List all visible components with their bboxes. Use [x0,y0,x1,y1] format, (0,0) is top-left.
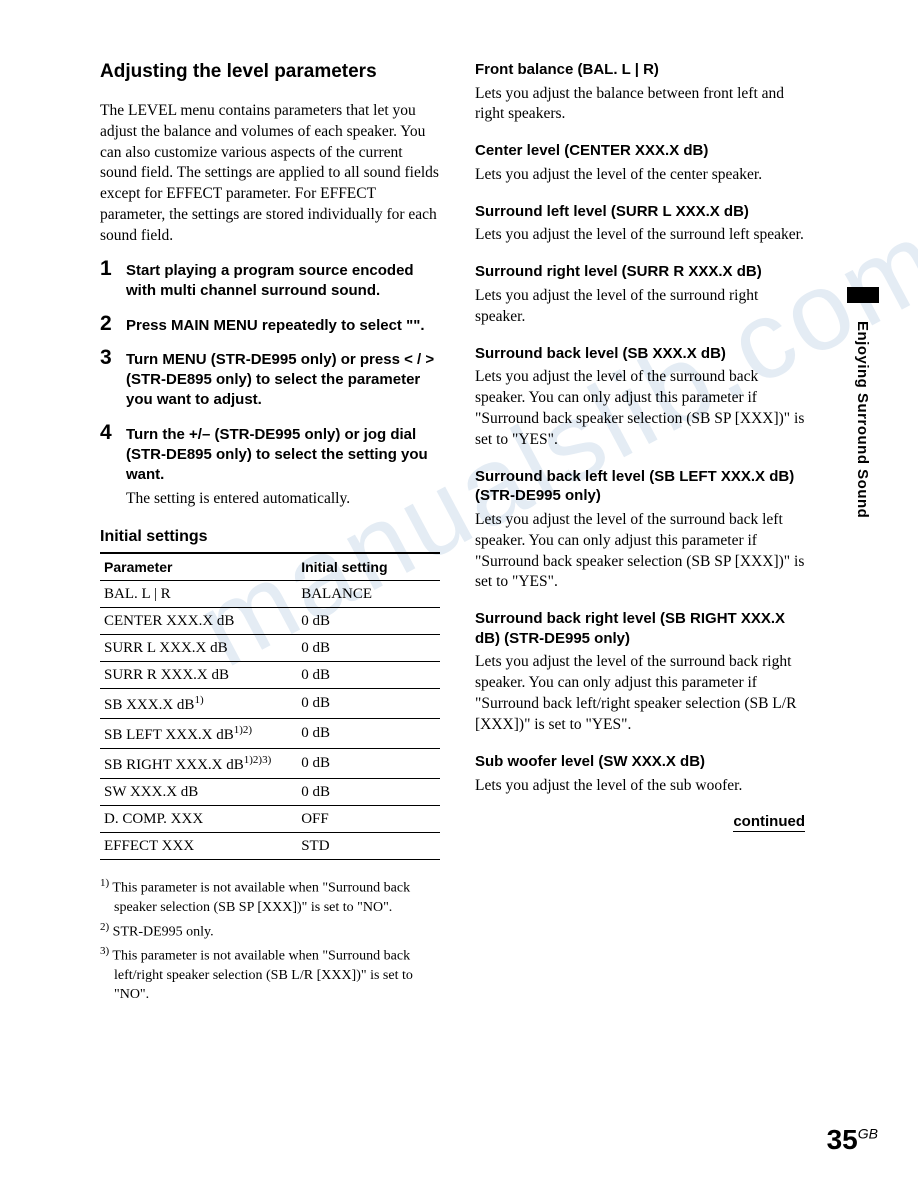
table-row: SB XXX.X dB1)0 dB [100,689,440,719]
settings-table: Parameter Initial setting BAL. L | RBALA… [100,552,440,860]
step-text: Press MAIN MENU repeatedly to select "". [126,316,440,336]
table-row: EFFECT XXXSTD [100,833,440,860]
step-text: Turn MENU (STR-DE995 only) or press < / … [126,350,440,411]
table-row: D. COMP. XXXOFF [100,806,440,833]
tab-marker [847,287,879,303]
setting-cell: 0 dB [297,719,440,749]
table-title: Initial settings [100,528,440,546]
continued-label: continued [475,813,805,832]
table-header-param: Parameter [100,553,297,581]
page-number: 35GB [827,1124,878,1156]
param-cell: SURR L XXX.X dB [100,635,297,662]
footnote: 1) This parameter is not available when … [100,876,440,917]
section-title: Adjusting the level parameters [100,60,440,85]
param-cell: SURR R XXX.X dB [100,662,297,689]
table-row: SW XXX.X dB0 dB [100,779,440,806]
param-description: Lets you adjust the level of the surroun… [475,652,805,736]
param-heading: Surround right level (SURR R XXX.X dB) [475,262,805,282]
param-heading: Surround back left level (SB LEFT XXX.X … [475,467,805,506]
param-cell: SB XXX.X dB1) [100,689,297,719]
param-cell: SB RIGHT XXX.X dB1)2)3) [100,749,297,779]
param-description: Lets you adjust the level of the center … [475,165,805,186]
param-description: Lets you adjust the balance between fron… [475,84,805,126]
step-note: The setting is entered automatically. [126,489,440,510]
param-cell: CENTER XXX.X dB [100,608,297,635]
table-row: BAL. L | RBALANCE [100,581,440,608]
right-column: Front balance (BAL. L | R) Lets you adjus… [475,60,805,1007]
table-row: SURR L XXX.X dB0 dB [100,635,440,662]
setting-cell: 0 dB [297,635,440,662]
table-row: SB LEFT XXX.X dB1)2)0 dB [100,719,440,749]
param-description: Lets you adjust the level of the surroun… [475,225,805,246]
left-column: Adjusting the level parameters The LEVEL… [100,60,440,1007]
param-cell: BAL. L | R [100,581,297,608]
intro-text: The LEVEL menu contains parameters that … [100,101,440,247]
setting-cell: 0 dB [297,689,440,719]
setting-cell: 0 dB [297,662,440,689]
param-heading: Surround back right level (SB RIGHT XXX.… [475,609,805,648]
param-heading: Center level (CENTER XXX.X dB) [475,141,805,161]
param-cell: D. COMP. XXX [100,806,297,833]
table-row: CENTER XXX.X dB0 dB [100,608,440,635]
setting-cell: OFF [297,806,440,833]
page-content: Adjusting the level parameters The LEVEL… [100,60,868,1007]
footnote: 3) This parameter is not available when … [100,944,440,1004]
step-text: Turn the +/– (STR-DE995 only) or jog dia… [126,425,440,486]
param-cell: SW XXX.X dB [100,779,297,806]
param-description: Lets you adjust the level of the surroun… [475,286,805,328]
section-tab-label: Enjoying Surround Sound [854,321,871,518]
step-text: Start playing a program source encoded w… [126,261,440,302]
setting-cell: 0 dB [297,779,440,806]
param-heading: Surround back level (SB XXX.X dB) [475,344,805,364]
setting-cell: BALANCE [297,581,440,608]
setting-cell: STD [297,833,440,860]
param-heading: Surround left level (SURR L XXX.X dB) [475,202,805,222]
setting-cell: 0 dB [297,749,440,779]
step-item: 3 Turn MENU (STR-DE995 only) or press < … [100,350,440,411]
step-item: 1 Start playing a program source encoded… [100,261,440,302]
table-header-setting: Initial setting [297,553,440,581]
step-number: 1 [100,257,112,281]
side-tab: Enjoying Surround Sound [837,287,888,518]
param-description: Lets you adjust the level of the surroun… [475,510,805,594]
setting-cell: 0 dB [297,608,440,635]
table-row: SURR R XXX.X dB0 dB [100,662,440,689]
param-heading: Sub woofer level (SW XXX.X dB) [475,752,805,772]
footnote: 2) STR-DE995 only. [100,920,440,943]
param-cell: SB LEFT XXX.X dB1)2) [100,719,297,749]
param-cell: EFFECT XXX [100,833,297,860]
footnotes: 1) This parameter is not available when … [100,876,440,1004]
step-number: 2 [100,312,112,336]
steps-list: 1 Start playing a program source encoded… [100,261,440,510]
step-item: 4 Turn the +/– (STR-DE995 only) or jog d… [100,425,440,511]
step-number: 3 [100,346,112,370]
param-description: Lets you adjust the level of the sub woo… [475,776,805,797]
param-description: Lets you adjust the level of the surroun… [475,367,805,451]
param-heading: Front balance (BAL. L | R) [475,60,805,80]
step-item: 2 Press MAIN MENU repeatedly to select "… [100,316,440,336]
table-row: SB RIGHT XXX.X dB1)2)3)0 dB [100,749,440,779]
step-number: 4 [100,421,112,445]
